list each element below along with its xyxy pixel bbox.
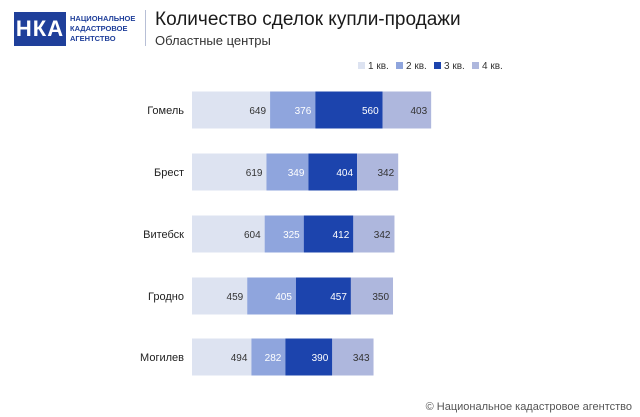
bar-segment [295, 277, 351, 315]
bar-segment [315, 91, 383, 129]
bar-segment [350, 277, 394, 315]
bar-segment [357, 153, 399, 191]
category-label: Могилев [140, 352, 184, 364]
data-label: 560 [362, 106, 379, 117]
bar-segment [308, 153, 358, 191]
logo-line-3: АГЕНТСТВО [70, 34, 116, 43]
bar-segment [264, 215, 304, 253]
logo-line-2: КАДАСТРОВОЕ [70, 24, 128, 33]
agency-logo: НКА НАЦИОНАЛЬНОЕ КАДАСТРОВОЕ АГЕНТСТВО [14, 12, 142, 46]
category-label: Брест [154, 167, 184, 179]
data-label: 604 [244, 230, 261, 241]
data-label: 494 [231, 353, 248, 364]
data-label: 350 [372, 292, 389, 303]
header: НКА НАЦИОНАЛЬНОЕ КАДАСТРОВОЕ АГЕНТСТВО К… [0, 0, 640, 58]
data-label: 459 [227, 292, 244, 303]
logo-text: НАЦИОНАЛЬНОЕ КАДАСТРОВОЕ АГЕНТСТВО [70, 14, 150, 44]
chart-title: Количество сделок купли-продажи [155, 9, 461, 30]
bar-segment [303, 215, 354, 253]
data-label: 325 [283, 230, 300, 241]
bar-segment [251, 338, 286, 376]
bar-segment [247, 277, 296, 315]
legend-label: 2 кв. [406, 61, 427, 72]
legend-swatch [358, 62, 365, 69]
data-label: 390 [312, 353, 329, 364]
data-label: 342 [374, 230, 391, 241]
category-label: Витебск [143, 229, 184, 241]
legend-label: 1 кв. [368, 61, 389, 72]
data-label: 405 [275, 292, 292, 303]
data-label: 343 [353, 353, 370, 364]
data-label: 457 [330, 292, 347, 303]
bar-segment [192, 277, 248, 315]
bar-segment [285, 338, 333, 376]
legend-label: 4 кв. [482, 61, 503, 72]
bar-segment [270, 91, 316, 129]
data-label: 404 [336, 168, 353, 179]
data-label: 403 [410, 106, 427, 117]
logo-line-1: НАЦИОНАЛЬНОЕ [70, 14, 136, 23]
data-label: 649 [249, 106, 266, 117]
legend-label: 3 кв. [444, 61, 465, 72]
legend-swatch [472, 62, 479, 69]
data-label: 342 [378, 168, 395, 179]
bar-segment [192, 338, 252, 376]
logo-mark: НКА [14, 12, 66, 46]
bar-segment [353, 215, 395, 253]
legend-swatch [434, 62, 441, 69]
category-label: Гомель [147, 105, 184, 117]
data-label: 619 [246, 168, 263, 179]
bar-segment [382, 91, 432, 129]
data-label: 376 [295, 106, 312, 117]
chart-subtitle: Областные центры [155, 33, 271, 48]
bar-segment [266, 153, 309, 191]
bar-segment [192, 91, 271, 129]
header-divider [145, 10, 146, 46]
stacked-bar-chart: Гомель 649 376 560 403 Брест 619 349 404 342 Витеб… [140, 61, 503, 376]
footer-credit: © Национальное кадастровое агентство [425, 401, 632, 413]
bar-segment [192, 153, 267, 191]
category-label: Гродно [148, 291, 184, 303]
data-label: 349 [288, 168, 305, 179]
legend-swatch [396, 62, 403, 69]
bar-segment [192, 215, 265, 253]
bar-segment [332, 338, 374, 376]
data-label: 412 [333, 230, 350, 241]
data-label: 282 [265, 353, 282, 364]
